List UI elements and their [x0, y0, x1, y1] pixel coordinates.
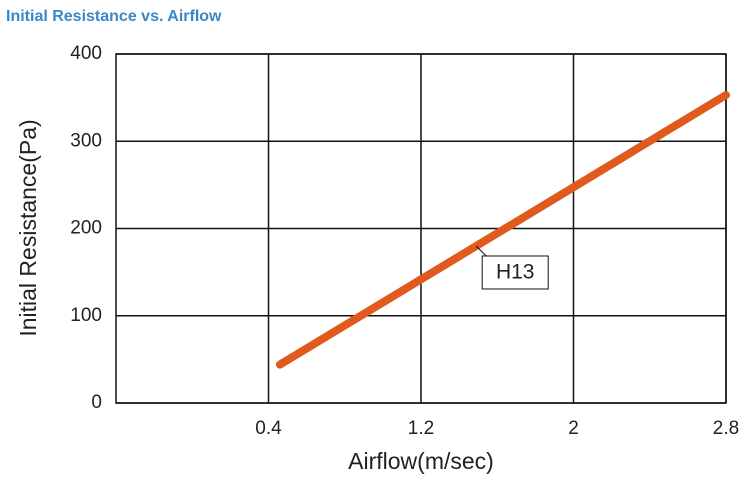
- x-tick-label: 0.4: [255, 418, 282, 439]
- x-axis-label: Airflow(m/sec): [348, 448, 494, 474]
- x-tick-label: 2: [568, 418, 579, 439]
- y-tick-label: 200: [70, 218, 102, 239]
- callout-box: [481, 255, 549, 290]
- y-tick-label: 100: [70, 305, 102, 326]
- y-axis-label: Initial Resistance(Pa): [15, 119, 41, 336]
- callout-leader: [475, 245, 487, 257]
- series-label: H13: [496, 261, 535, 284]
- y-tick-label: 300: [70, 130, 102, 151]
- chart-title: Initial Resistance vs. Airflow: [6, 8, 222, 25]
- y-tick-label: 0: [91, 392, 102, 413]
- x-tick-label: 1.2: [408, 418, 434, 439]
- y-tick-label: 400: [70, 43, 102, 64]
- data-line: [275, 91, 730, 369]
- x-tick-label: 2.8: [713, 418, 739, 439]
